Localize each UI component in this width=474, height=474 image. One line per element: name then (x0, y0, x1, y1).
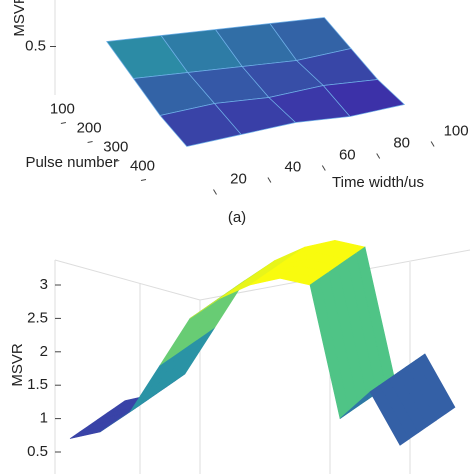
ribbon-strip (219, 278, 260, 299)
x-tick (430, 141, 435, 147)
y-axis-label: Pulse number (25, 154, 118, 171)
y-tick (140, 179, 147, 181)
x-tick-label: 80 (393, 134, 410, 151)
z-axis-label: MSVR (11, 0, 28, 37)
x-axis-label: Time width/us (332, 174, 424, 191)
z-tick-label: 0.5 (25, 37, 46, 54)
y-tick-label: 400 (130, 157, 155, 174)
z-tick-label: 0.5 (27, 443, 48, 460)
z-tick-label: 1.5 (27, 376, 48, 393)
x-tick-label: 100 (444, 122, 469, 139)
x-tick (376, 153, 381, 159)
x-tick (213, 189, 217, 195)
z-tick-label: 1 (40, 410, 48, 427)
y-tick (60, 122, 66, 124)
z-tick-label: 3 (40, 276, 48, 293)
x-tick-label: 20 (230, 170, 247, 187)
caption: (a) (228, 209, 246, 226)
y-tick-label: 200 (77, 119, 102, 136)
x-tick-label: 40 (285, 158, 302, 175)
y-tick-label: 300 (103, 138, 128, 155)
y-tick (87, 141, 93, 143)
x-tick (321, 165, 326, 171)
ribbon-strip (369, 385, 410, 446)
z-tick-label: 2.5 (27, 309, 48, 326)
surface-cell (322, 79, 406, 117)
x-tick (267, 177, 272, 183)
z-axis-label: MSVR (9, 343, 26, 387)
y-tick-label: 100 (50, 100, 75, 117)
x-tick-label: 60 (339, 146, 356, 163)
y-tick (114, 160, 120, 162)
z-tick-label: 2 (40, 343, 48, 360)
